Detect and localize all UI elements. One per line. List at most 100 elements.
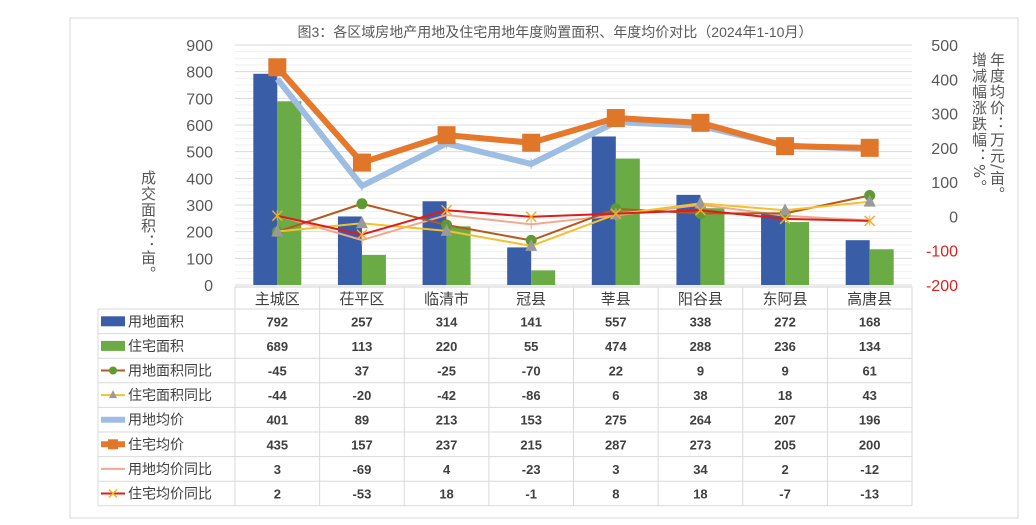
table-cell-value: -1: [525, 487, 537, 502]
table-cell-value: -44: [268, 388, 288, 403]
table-cell-value: 34: [693, 462, 708, 477]
table-cell-value: 22: [609, 364, 623, 379]
chart-border: [69, 17, 1019, 519]
table-cell-value: -7: [779, 487, 791, 502]
table-cell-value: 37: [355, 364, 369, 379]
table-cell-value: -53: [353, 487, 372, 502]
x-tick-label: 高唐县: [847, 291, 892, 308]
y-tick-left: 500: [186, 145, 213, 162]
table-cell-value: 236: [774, 339, 796, 354]
bar-land-area: [761, 212, 786, 285]
table-cell-value: 273: [690, 437, 712, 452]
table-cell-value: 18: [693, 487, 707, 502]
marker-x: [864, 215, 876, 227]
marker-x: [441, 204, 453, 216]
table-cell-value: -20: [353, 388, 372, 403]
table-cell-value: 6: [612, 388, 619, 403]
table-cell-value: 792: [266, 314, 288, 329]
marker-x: [525, 211, 537, 223]
table-cell-value: 38: [693, 388, 707, 403]
table-cell-value: 8: [612, 487, 619, 502]
marker-x: [779, 213, 791, 225]
bar-land-area: [253, 73, 278, 285]
legend-label: 用地面积同比: [128, 363, 212, 379]
table-cell-value: 275: [605, 413, 627, 428]
table-cell-value: -42: [437, 388, 456, 403]
table-cell-value: 18: [439, 487, 453, 502]
table-cell-value: -70: [522, 364, 541, 379]
marker-square: [860, 138, 879, 157]
bar-residential-area: [531, 270, 556, 285]
marker-square: [437, 126, 456, 145]
x-tick-label: 冠县: [516, 291, 546, 308]
bar-residential-area: [615, 158, 640, 285]
y-tick-right: 400: [931, 72, 958, 89]
table-cell-value: 237: [436, 437, 458, 452]
table-cell-value: -12: [860, 462, 879, 477]
legend-marker-triangle: [109, 390, 117, 399]
table-cell-value: 314: [436, 314, 458, 329]
table-cell-value: 205: [774, 437, 796, 452]
table-cell-value: 213: [436, 413, 458, 428]
table-cell-value: 43: [862, 388, 876, 403]
marker-square: [522, 133, 541, 152]
table-cell-value: 113: [351, 339, 372, 354]
marker-triangle: [271, 224, 284, 237]
bar-residential-area: [869, 249, 894, 285]
marker-x: [271, 210, 283, 222]
y-tick-left: 900: [186, 38, 213, 55]
marker-x: [356, 229, 368, 241]
legend-label: 用地均价同比: [128, 461, 212, 477]
y-tick-right: 100: [931, 175, 958, 192]
y-tick-right: 0: [949, 209, 958, 226]
y-tick-right: 200: [931, 141, 958, 158]
x-tick-label: 东阿县: [763, 291, 808, 308]
legend-label: 住宅均价同比: [128, 486, 212, 502]
series-line-3: [277, 200, 870, 247]
y-axis-right-label: 年度均价：万元/亩。 增减幅涨跌幅：%。: [970, 52, 1006, 202]
bar-land-area: [507, 247, 532, 285]
series-line-7: [277, 209, 870, 236]
table-cell-value: -86: [522, 388, 541, 403]
table-cell-value: 9: [697, 364, 704, 379]
legend-key-bar: [101, 340, 125, 351]
marker-triangle: [355, 216, 368, 229]
marker-triangle: [525, 238, 538, 251]
table-cell-value: 141: [520, 314, 542, 329]
x-tick-label: 主城区: [255, 291, 300, 308]
y-tick-left: 0: [204, 278, 213, 295]
bar-residential-area: [785, 222, 810, 285]
table-cell-value: 3: [612, 462, 619, 477]
y-axis-right-label-part: 年度均价：万元/亩。: [988, 52, 1006, 203]
y-tick-left: 800: [186, 65, 213, 82]
table-cell-value: 9: [781, 364, 788, 379]
marker-square: [776, 137, 795, 156]
legend-marker-x: [108, 488, 118, 499]
table-cell-value: 153: [520, 413, 542, 428]
x-tick-label: 莘县: [601, 291, 631, 308]
legend-label: 住宅面积: [128, 338, 184, 354]
marker-triangle: [779, 203, 792, 216]
y-tick-left: 100: [186, 251, 213, 268]
marker-triangle: [694, 196, 707, 209]
marker-square: [691, 113, 710, 132]
table-cell-value: 134: [859, 339, 881, 354]
table-cell-value: -25: [437, 364, 456, 379]
table-cell-value: -13: [860, 487, 879, 502]
table-cell-value: 3: [274, 462, 281, 477]
table-cell-value: 288: [690, 339, 712, 354]
table-cell-value: 2: [781, 462, 788, 477]
marker-square: [606, 109, 625, 128]
x-tick-label: 阳谷县: [678, 291, 723, 308]
y-axis-left-label: 成交面积：亩。: [139, 170, 157, 282]
table-cell-value: -45: [268, 364, 287, 379]
marker-x: [694, 204, 706, 216]
marker-square: [268, 58, 287, 77]
bar-land-area: [845, 240, 870, 285]
table-cell-value: 264: [690, 413, 712, 428]
y-axis-right-label-part: 增减幅涨跌幅：%。: [970, 52, 988, 196]
table-cell-value: 338: [690, 314, 712, 329]
legend-key-bar: [101, 316, 125, 327]
